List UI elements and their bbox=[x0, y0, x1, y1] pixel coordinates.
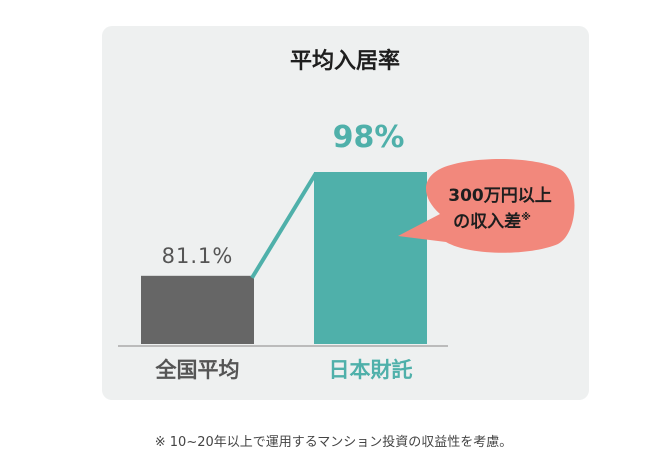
value-label-national-average: 81.1% bbox=[162, 244, 234, 268]
callout-line2-group: の収入差※ bbox=[453, 211, 531, 232]
bar-nihon-zaitaku bbox=[314, 172, 427, 344]
callout-line2: の収入差 bbox=[453, 211, 521, 232]
bar-national-average bbox=[141, 275, 254, 344]
category-label-national-average: 全国平均 bbox=[155, 358, 240, 382]
callout-line1: 300万円以上 bbox=[448, 186, 552, 206]
callout-bubble bbox=[398, 159, 575, 253]
chart-title: 平均入居率 bbox=[290, 48, 400, 74]
category-label-nihon-zaitaku: 日本財託 bbox=[329, 358, 413, 382]
income-gap-callout: 300万円以上 の収入差※ bbox=[398, 159, 575, 253]
footnote: ※ 10~20年以上で運用するマンション投資の収益性を考慮。 bbox=[154, 435, 513, 450]
connector-line bbox=[250, 171, 318, 279]
callout-mark: ※ bbox=[521, 211, 531, 223]
value-label-nihon-zaitaku: 98% bbox=[333, 120, 405, 155]
